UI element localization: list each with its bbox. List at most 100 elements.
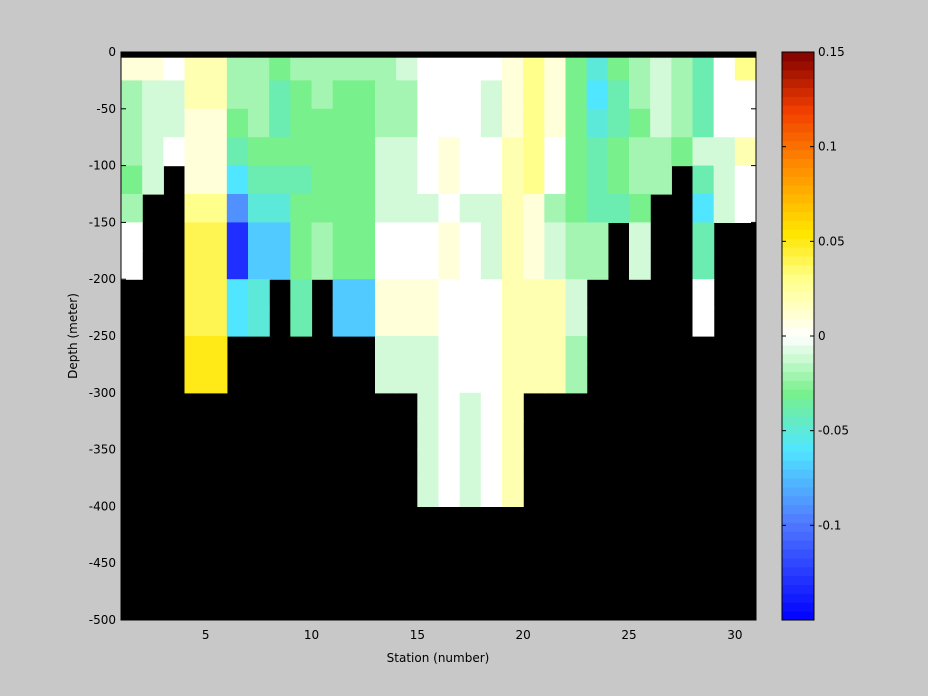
- heatmap-cell: [332, 108, 355, 138]
- heatmap-cell: [353, 80, 376, 110]
- heatmap-cell: [332, 80, 355, 110]
- heatmap-cell: [417, 392, 440, 422]
- heatmap-cell: [438, 478, 461, 507]
- heatmap-cell: [332, 57, 355, 81]
- heatmap-cell: [565, 336, 588, 365]
- colorbar-swatch: [782, 291, 814, 302]
- heatmap-cell: [480, 336, 503, 365]
- heatmap-cell: [734, 194, 757, 223]
- heatmap-cell: [269, 108, 291, 138]
- heatmap-cell: [544, 336, 567, 365]
- heatmap-cell: [565, 137, 588, 167]
- heatmap-cell: [650, 137, 672, 167]
- heatmap-cell: [565, 250, 588, 280]
- heatmap-cell: [480, 57, 503, 81]
- heatmap-cell: [713, 80, 736, 110]
- heatmap-cell: [353, 222, 376, 252]
- heatmap-cell: [121, 222, 143, 252]
- heatmap-cell: [142, 165, 164, 195]
- heatmap-cell: [480, 137, 503, 167]
- y-tick-label: -100: [89, 159, 116, 173]
- x-tick-label: 20: [516, 628, 531, 642]
- heatmap-cell: [248, 250, 270, 280]
- heatmap-cell: [565, 364, 588, 394]
- heatmap-cell: [417, 336, 440, 365]
- colorbar-swatch: [782, 300, 814, 310]
- heatmap-cell: [734, 137, 757, 167]
- heatmap-cell: [502, 250, 524, 280]
- heatmap-cell: [544, 80, 567, 110]
- heatmap-cell: [438, 279, 461, 309]
- heatmap-cell: [205, 165, 228, 195]
- colorbar-swatch: [782, 87, 814, 97]
- heatmap-cell: [184, 137, 207, 167]
- heatmap-cell: [523, 194, 545, 223]
- heatmap-cell: [417, 80, 440, 110]
- heatmap-cell: [713, 57, 736, 81]
- heatmap-cell: [121, 137, 143, 167]
- heatmap-cell: [121, 194, 143, 223]
- heatmap-cell: [311, 165, 334, 195]
- heatmap-cell: [438, 108, 461, 138]
- heatmap-cell: [523, 364, 545, 394]
- heatmap-cell: [565, 80, 588, 110]
- heatmap-cell: [438, 421, 461, 451]
- x-tick-label: 25: [621, 628, 636, 642]
- heatmap-cell: [459, 449, 482, 479]
- heatmap-cell: [417, 478, 440, 507]
- heatmap-cell: [248, 194, 270, 223]
- heatmap-cell: [459, 137, 482, 167]
- heatmap-cell: [226, 165, 249, 195]
- heatmap-cell: [459, 222, 482, 252]
- heatmap-cell: [459, 250, 482, 280]
- heatmap-cell: [121, 165, 143, 195]
- colorbar-swatch: [782, 211, 814, 222]
- heatmap-cell: [290, 222, 313, 252]
- heatmap-cell: [607, 194, 630, 223]
- heatmap-cell: [607, 137, 630, 167]
- heatmap-cell: [226, 194, 249, 223]
- heatmap-cell: [332, 307, 355, 337]
- colorbar-swatch: [782, 265, 814, 275]
- heatmap-cell: [565, 165, 588, 195]
- heatmap-cell: [438, 137, 461, 167]
- heatmap-cell: [248, 222, 270, 252]
- heatmap-cell: [248, 165, 270, 195]
- heatmap-cell: [607, 80, 630, 110]
- heatmap-cell: [396, 307, 418, 337]
- colorbar-swatch: [782, 513, 814, 523]
- heatmap-cell: [671, 80, 694, 110]
- colorbar-swatch: [782, 584, 814, 594]
- heatmap-cell: [544, 194, 567, 223]
- heatmap-cell: [459, 364, 482, 394]
- heatmap-cell: [565, 279, 588, 309]
- y-tick-label: -400: [89, 499, 116, 513]
- heatmap-cell: [459, 57, 482, 81]
- heatmap-cell: [502, 307, 524, 337]
- heatmap-cell: [375, 250, 397, 280]
- y-tick-label: -50: [96, 102, 116, 116]
- y-axis-label: Depth (meter): [66, 293, 80, 379]
- heatmap-cell: [417, 57, 440, 81]
- heatmap-cell: [226, 108, 249, 138]
- heatmap-cell: [205, 336, 228, 365]
- heatmap-cell: [184, 279, 207, 309]
- heatmap-cell: [290, 307, 313, 337]
- colorbar-swatch: [782, 611, 814, 621]
- heatmap-cell: [375, 137, 397, 167]
- heatmap-cell: [480, 279, 503, 309]
- heatmap-cell: [248, 307, 270, 337]
- heatmap-cell: [417, 279, 440, 309]
- heatmap-cell: [523, 279, 545, 309]
- colorbar-swatch: [782, 566, 814, 577]
- heatmap-cell: [332, 279, 355, 309]
- colorbar-swatch: [782, 362, 814, 373]
- colorbar-swatch: [782, 202, 814, 213]
- colorbar-swatch: [782, 380, 814, 390]
- heatmap-cell: [502, 279, 524, 309]
- heatmap-cell: [290, 250, 313, 280]
- heatmap-cell: [438, 392, 461, 422]
- colorbar-swatch: [782, 309, 814, 319]
- heatmap-cell: [205, 222, 228, 252]
- heatmap-cell: [332, 194, 355, 223]
